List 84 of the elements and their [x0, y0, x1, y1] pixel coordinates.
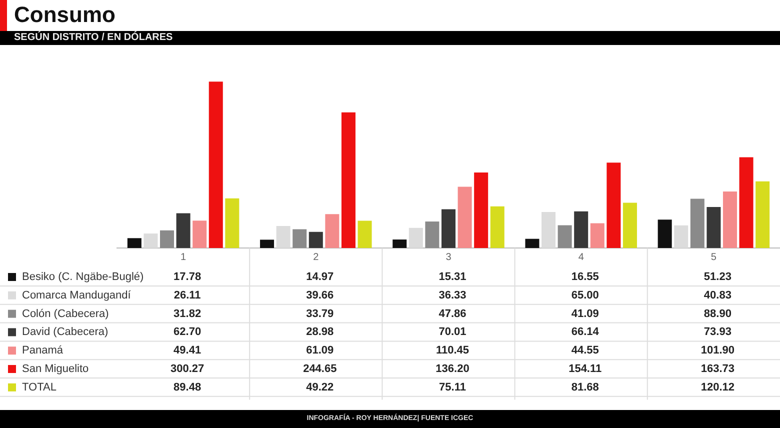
data-label: 89.48 [174, 381, 202, 394]
data-label: 39.66 [306, 289, 334, 302]
data-label: 28.98 [306, 326, 334, 338]
legend-label: Colón (Cabecera) [22, 308, 109, 320]
bar [276, 226, 290, 248]
legend-label: Besiko (C. Ngäbe-Buglé) [22, 271, 144, 284]
bar [308, 232, 323, 248]
legend-label: David (Cabecera) [22, 326, 108, 338]
data-label: 136.20 [436, 363, 470, 376]
data-label: 44.55 [571, 344, 599, 357]
x-tick-label: 2 [313, 252, 320, 263]
bar [542, 212, 556, 248]
chart-title: Consumo [14, 2, 116, 28]
data-label: 300.27 [170, 363, 204, 376]
bar [739, 157, 754, 248]
data-label: 70.01 [438, 326, 466, 338]
data-label: 51.23 [704, 271, 732, 284]
data-label: 14.97 [306, 271, 334, 284]
data-label: 101.90 [700, 344, 735, 357]
data-label: 244.65 [303, 363, 337, 376]
chart-subtitle: SEGÚN DISTRITO / EN DÓLARES [0, 31, 780, 45]
x-tick-label: 1 [180, 252, 187, 263]
bar [525, 238, 540, 248]
data-label: 41.09 [571, 308, 599, 320]
bar [192, 220, 207, 248]
bar [160, 230, 174, 248]
bar [127, 238, 142, 248]
data-label: 47.86 [438, 308, 466, 320]
data-label: 16.55 [571, 271, 599, 284]
bar [674, 225, 688, 248]
data-label: 49.41 [174, 344, 202, 357]
bar [590, 223, 604, 248]
bar [225, 198, 240, 248]
bar [690, 198, 704, 248]
bar [474, 172, 488, 248]
data-label: 36.33 [438, 289, 466, 302]
legend-label: Panamá [22, 344, 64, 357]
bar [441, 209, 456, 248]
data-label: 15.31 [438, 271, 466, 284]
x-tick-label: 3 [446, 252, 452, 263]
bar [574, 211, 588, 248]
bar [325, 214, 340, 248]
data-label: 61.09 [306, 344, 334, 357]
data-label: 17.78 [174, 271, 202, 284]
bar [144, 234, 158, 248]
bar [408, 228, 423, 248]
bar [292, 229, 307, 248]
data-label: 26.11 [174, 289, 201, 302]
data-label: 66.14 [571, 326, 600, 338]
bar [606, 162, 621, 248]
bar [208, 82, 223, 248]
data-label: 49.22 [306, 381, 334, 394]
bar [341, 112, 356, 248]
data-label: 62.70 [174, 326, 202, 338]
legend-label: San Miguelito [22, 363, 89, 376]
data-label: 31.82 [174, 308, 202, 320]
data-label: 81.68 [571, 381, 599, 394]
bar [658, 220, 672, 248]
bar [706, 207, 721, 248]
bar [425, 221, 440, 248]
bar [458, 186, 472, 248]
data-label: 88.90 [704, 308, 732, 320]
bar [358, 220, 372, 248]
bar [756, 181, 770, 248]
bar [558, 225, 572, 248]
data-label: 120.12 [700, 381, 735, 394]
data-label: 65.00 [571, 289, 599, 302]
data-label: 73.93 [704, 326, 732, 338]
x-tick-label: 5 [710, 252, 717, 263]
legend-label: Comarca Mandugandí [22, 289, 132, 302]
data-label: 40.83 [704, 289, 732, 302]
bar [490, 206, 504, 248]
data-label: 110.45 [436, 344, 470, 357]
x-tick-label: 4 [578, 252, 584, 263]
data-label: 154.11 [568, 363, 602, 376]
bar [176, 213, 190, 248]
bar [722, 192, 737, 248]
legend-label: TOTAL [22, 381, 56, 394]
bar [392, 240, 407, 248]
bar [260, 240, 274, 248]
data-label: 33.79 [306, 308, 334, 320]
data-label: 75.11 [439, 381, 466, 394]
data-label: 163.73 [700, 363, 735, 376]
bar [622, 202, 637, 248]
